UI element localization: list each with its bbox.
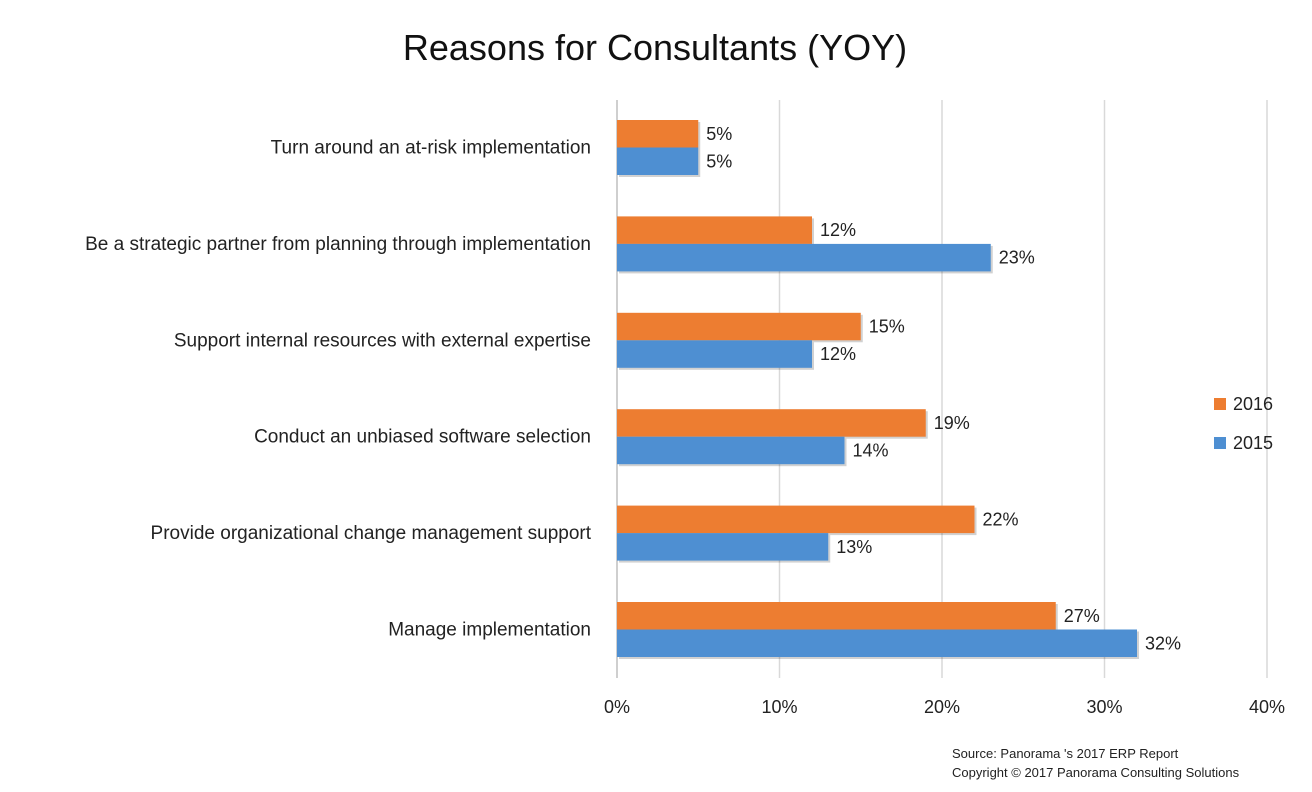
legend-swatch <box>1214 437 1226 449</box>
category-label: Be a strategic partner from planning thr… <box>85 234 591 255</box>
bar-2016 <box>617 216 812 244</box>
bar-2016 <box>617 312 861 341</box>
x-tick-label: 40% <box>1249 697 1285 717</box>
data-label: 12% <box>820 344 856 364</box>
category-label: Manage implementation <box>388 620 591 641</box>
data-label: 14% <box>853 440 889 460</box>
data-label: 27% <box>1064 606 1100 626</box>
x-tick-label: 0% <box>604 697 630 717</box>
legend: 2016 2015 <box>1214 394 1273 453</box>
data-label: 15% <box>869 317 905 337</box>
legend-label: 2015 <box>1233 433 1273 453</box>
x-tick-label: 20% <box>924 697 960 717</box>
bar-2015 <box>617 436 845 465</box>
data-label: 23% <box>999 248 1035 268</box>
category-label: Turn around an at-risk implementation <box>271 138 591 159</box>
bar-2016 <box>617 602 1056 630</box>
legend-label: 2016 <box>1233 394 1273 414</box>
bar-2016 <box>617 409 926 437</box>
data-label: 5% <box>706 124 732 144</box>
chart-title: Reasons for Consultants (YOY) <box>403 27 907 68</box>
bar-2015 <box>617 340 812 368</box>
category-label: Provide organizational change management… <box>151 523 592 544</box>
bar-2015 <box>617 533 829 561</box>
gridlines <box>616 100 1268 678</box>
category-label: Conduct an unbiased software selection <box>254 427 591 448</box>
bar-2016 <box>617 505 975 534</box>
x-tick-label: 30% <box>1086 697 1122 717</box>
data-label: 5% <box>706 151 732 171</box>
data-label: 22% <box>983 509 1019 529</box>
data-label: 32% <box>1145 633 1181 653</box>
category-label: Support internal resources with external… <box>174 330 591 351</box>
source-note: Source: Panorama 's 2017 ERP Report <box>952 746 1179 761</box>
legend-swatch <box>1214 398 1226 410</box>
data-label: 19% <box>934 413 970 433</box>
copyright-note: Copyright © 2017 Panorama Consulting Sol… <box>952 765 1240 780</box>
bar-2015 <box>617 243 991 272</box>
data-label: 12% <box>820 220 856 240</box>
x-tick-label: 10% <box>761 697 797 717</box>
bar-2015 <box>617 147 699 175</box>
labels: 0% 10% 20% 30% 40% 5% 5% Turn around an at-risk… <box>85 124 1285 717</box>
bar-2015 <box>617 629 1137 657</box>
bar-2016 <box>617 120 699 148</box>
bars <box>617 120 1139 659</box>
data-label: 13% <box>836 537 872 557</box>
